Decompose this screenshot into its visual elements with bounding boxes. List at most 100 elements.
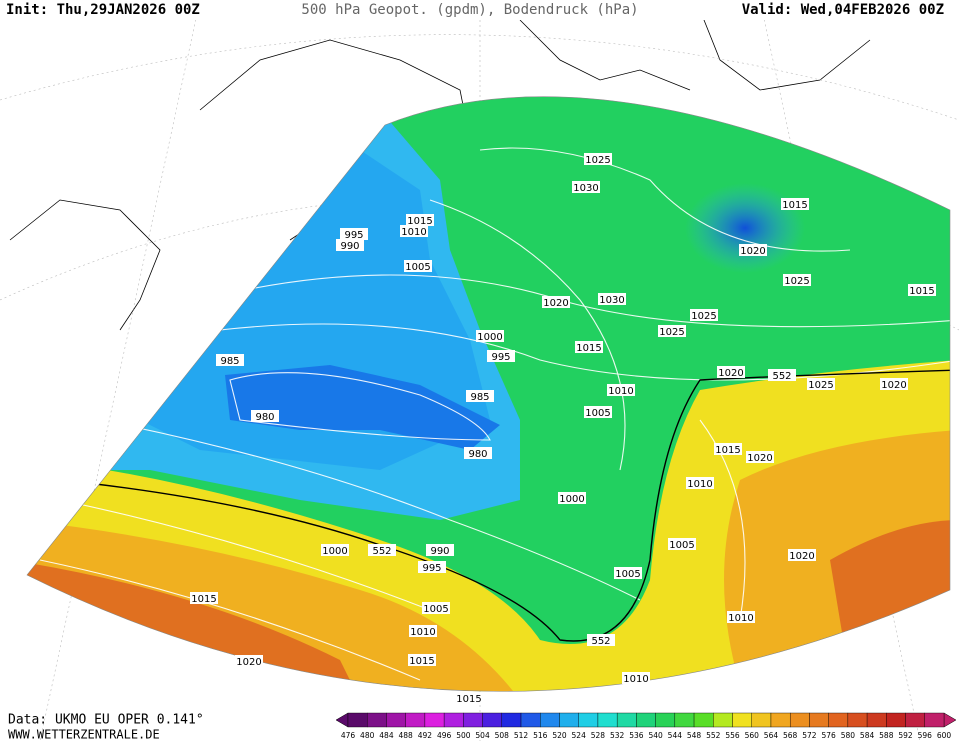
isobar-label: 1000: [559, 494, 584, 505]
isobar-label-box: 1000: [476, 330, 504, 343]
label-bg: [572, 181, 600, 193]
isobar-label-box: 1010: [409, 625, 437, 638]
isobar-label-box: 1005: [668, 538, 696, 551]
isobar-label: 1005: [405, 262, 430, 273]
label-bg: [739, 244, 767, 256]
colorbar-tick-label: 600: [937, 731, 952, 740]
isobar-label-box: 995: [487, 350, 515, 363]
label-bg: [686, 477, 714, 489]
colorbar-tick-label: 488: [399, 731, 414, 740]
colorbar-tick-label: 520: [552, 731, 567, 740]
colorbar-arrow-right: [943, 712, 957, 728]
colorbar-tick-label: 548: [687, 731, 702, 740]
colorbar-cell: [924, 712, 945, 728]
colorbar-tick-label: 504: [475, 731, 490, 740]
isobar-label: 1020: [543, 298, 568, 309]
colorbar-cell: [386, 712, 406, 728]
isobar-label: 990: [430, 546, 449, 557]
colorbar-cell: [866, 712, 887, 728]
colorbar-tick-label: 516: [533, 731, 548, 740]
colorbar-tick-label: 512: [514, 731, 529, 740]
isobar-label-box: 1030: [598, 293, 626, 306]
isobar-label-box: 1025: [584, 153, 612, 166]
colorbar-tick-label: 592: [898, 731, 913, 740]
label-bg: [409, 625, 437, 637]
isobar-label-box: 1015: [908, 284, 936, 297]
isobar-label: 1010: [608, 386, 633, 397]
isobar-label-box: 552: [587, 634, 615, 647]
isobar-label-box: 1010: [686, 477, 714, 490]
isobar-label: 995: [344, 230, 363, 241]
label-bg: [408, 654, 436, 666]
colorbar-cell: [443, 712, 464, 728]
colorbar-tick-label: 480: [360, 731, 375, 740]
label-bg: [426, 544, 454, 556]
isobar-label-box: 990: [336, 239, 364, 252]
colorbar-cell: [693, 712, 714, 728]
isobar-label: 1000: [477, 332, 502, 343]
colorbar-tick-label: 500: [456, 731, 471, 740]
label-bg: [476, 330, 504, 342]
label-bg: [455, 692, 483, 704]
colorbar-cell: [770, 712, 791, 728]
isobar-label: 995: [491, 352, 510, 363]
isobar-label: 980: [255, 412, 274, 423]
isobar-label: 1015: [782, 200, 807, 211]
label-bg: [487, 350, 515, 362]
colorbar-tick-label: 496: [437, 731, 452, 740]
label-bg: [807, 378, 835, 390]
isobar-label: 1015: [407, 216, 432, 227]
data-source: Data: UKMO EU OPER 0.141°: [8, 713, 204, 728]
colorbar-cell: [751, 712, 772, 728]
label-bg: [418, 561, 446, 573]
isobar-label-box: 1005: [422, 602, 450, 615]
isobar-label-box: 1010: [607, 384, 635, 397]
label-bg: [614, 567, 642, 579]
isobar-label: 552: [591, 636, 610, 647]
isobar-label: 1020: [718, 368, 743, 379]
isobar-label: 1005: [615, 569, 640, 580]
isobar-label: 552: [772, 371, 791, 382]
colorbar-tick-label: 552: [706, 731, 721, 740]
label-bg: [235, 655, 263, 667]
colorbar-cell: [636, 712, 656, 728]
isobar-label: 1000: [322, 546, 347, 557]
colorbar-cell: [424, 712, 445, 728]
colorbar-cell: [405, 712, 426, 728]
label-bg: [788, 549, 816, 561]
label-bg: [690, 309, 718, 321]
colorbar-cell: [597, 712, 618, 728]
isobar-label: 1015: [456, 694, 481, 705]
isobar-label: 552: [372, 546, 391, 557]
isobar-label: 1015: [409, 656, 434, 667]
colorbar-cell: [732, 712, 752, 728]
label-bg: [466, 390, 494, 402]
isobar-label-box: 1005: [614, 567, 642, 580]
isobar-label: 1025: [691, 311, 716, 322]
label-bg: [404, 260, 432, 272]
isobar-label-box: 995: [418, 561, 446, 574]
colorbar-cell: [520, 712, 541, 728]
label-bg: [575, 341, 603, 353]
colorbar-cell: [501, 712, 522, 728]
label-bg: [406, 214, 434, 226]
colorbar-tick-label: 576: [821, 731, 836, 740]
colorbar-cell: [789, 712, 810, 728]
isobar-label: 1020: [881, 380, 906, 391]
isobar-label-box: 1010: [622, 672, 650, 685]
isobar-label: 985: [470, 392, 489, 403]
valid-time: Valid: Wed,04FEB2026 00Z: [742, 2, 944, 18]
isobar-label: 1015: [576, 343, 601, 354]
colorbar-tick-label: 528: [591, 731, 606, 740]
isobar-label: 1020: [236, 657, 261, 668]
isobar-label-box: 1020: [739, 244, 767, 257]
isobar-label-box: 995: [340, 228, 368, 241]
isobar-label: 1010: [623, 674, 648, 685]
isobar-label-box: 990: [426, 544, 454, 557]
isobar-label: 1010: [401, 227, 426, 238]
isobar-label: 1030: [573, 183, 598, 194]
label-bg: [880, 378, 908, 390]
